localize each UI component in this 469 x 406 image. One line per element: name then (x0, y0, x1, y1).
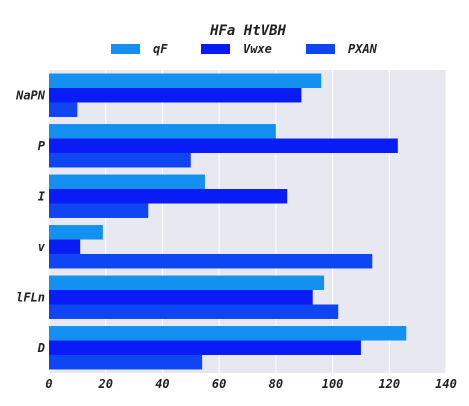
bar-PXAN-v (49, 253, 373, 269)
legend-label: PXAN (348, 42, 378, 56)
legend-swatch-qF (111, 44, 140, 54)
bar-PXAN-lFLn (49, 304, 339, 319)
x-tick-label: 120 (378, 377, 400, 391)
plot-area (49, 70, 446, 373)
legend: qF Vwxe PXAN (111, 42, 378, 56)
legend-label: Vwxe (243, 42, 272, 56)
bar-Vwxe-I (49, 189, 288, 204)
bar-Vwxe-NaPN (49, 88, 302, 103)
y-tick-label: v (38, 240, 46, 254)
x-tick-label: 100 (322, 377, 344, 391)
bar-qF-P (49, 124, 276, 139)
grid-lines (48, 70, 447, 373)
bar-qF-lFLn (49, 275, 325, 291)
bar-PXAN-I (49, 203, 149, 218)
y-tick-label: NaPN (15, 88, 46, 102)
legend-label: qF (153, 42, 168, 56)
bar-qF-I (49, 174, 205, 190)
x-tick-label: 80 (269, 377, 283, 391)
y-tick-label: D (37, 341, 45, 355)
x-tick-label: 20 (97, 377, 112, 391)
chart-title: HFa HtVBH (209, 23, 286, 39)
bar-Vwxe-D (49, 340, 361, 355)
bar-Vwxe-P (49, 138, 398, 153)
bars (49, 73, 407, 370)
bar-qF-v (49, 225, 103, 240)
x-tick-label: 40 (155, 377, 169, 391)
bar-PXAN-D (49, 354, 203, 370)
bar-Vwxe-lFLn (49, 290, 313, 305)
legend-swatch-Vwxe (201, 44, 230, 54)
x-tick-label: 140 (435, 377, 457, 391)
x-tick-label: 60 (212, 377, 226, 391)
x-axis-tick-labels: 0 20 40 60 80 100 120 140 (45, 377, 456, 391)
x-tick-label: 0 (45, 377, 52, 391)
bar-Vwxe-v (49, 239, 81, 254)
bar-PXAN-NaPN (49, 102, 78, 117)
y-tick-label: lFLn (16, 290, 45, 304)
legend-swatch-PXAN (306, 44, 335, 54)
bar-qF-D (49, 326, 407, 341)
y-axis-tick-labels: NaPN P Iv lFLn D (15, 88, 46, 355)
bar-PXAN-P (49, 152, 191, 168)
y-tick-label: P (38, 139, 46, 153)
bar-qF-NaPN (49, 73, 322, 89)
y-tick-label: I (38, 189, 46, 203)
